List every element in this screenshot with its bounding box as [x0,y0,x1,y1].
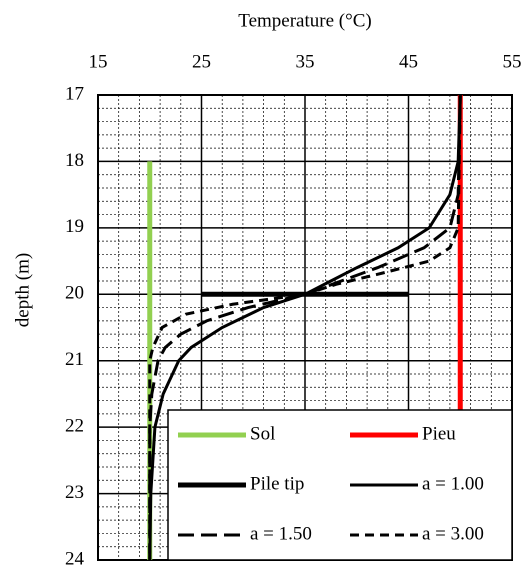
y-tick-label: 18 [65,150,84,171]
legend-label: Pile tip [250,473,304,494]
y-tick-label: 24 [65,548,85,568]
y-tick-label: 22 [65,416,84,437]
series-line [148,94,462,561]
series-line [148,94,462,560]
x-tick-label: 45 [399,51,418,72]
y-tick-label: 19 [65,216,84,237]
y-axis-title: depth (m) [12,253,33,327]
legend-label: a = 1.00 [422,473,484,494]
legend-label: a = 1.50 [250,523,312,544]
legend: Sol Pieu Pile tip a = 1.00 a = 1.50 a = 3.00 [167,409,513,561]
y-tick-label: 17 [65,83,84,104]
x-axis-title: Temperature (°C) [238,10,371,31]
x-tick-label: 35 [296,51,315,72]
x-tick-label: 25 [192,51,211,72]
legend-label: a = 3.00 [422,523,484,544]
y-tick-label: 20 [65,283,84,304]
legend-label: Sol [250,423,275,444]
y-tick-label: 23 [65,482,84,503]
y-tick-label: 21 [65,349,84,370]
x-tick-label: 55 [503,51,522,72]
series-line [148,94,462,560]
x-tick-label: 15 [89,51,108,72]
legend-label: Pieu [422,423,456,444]
